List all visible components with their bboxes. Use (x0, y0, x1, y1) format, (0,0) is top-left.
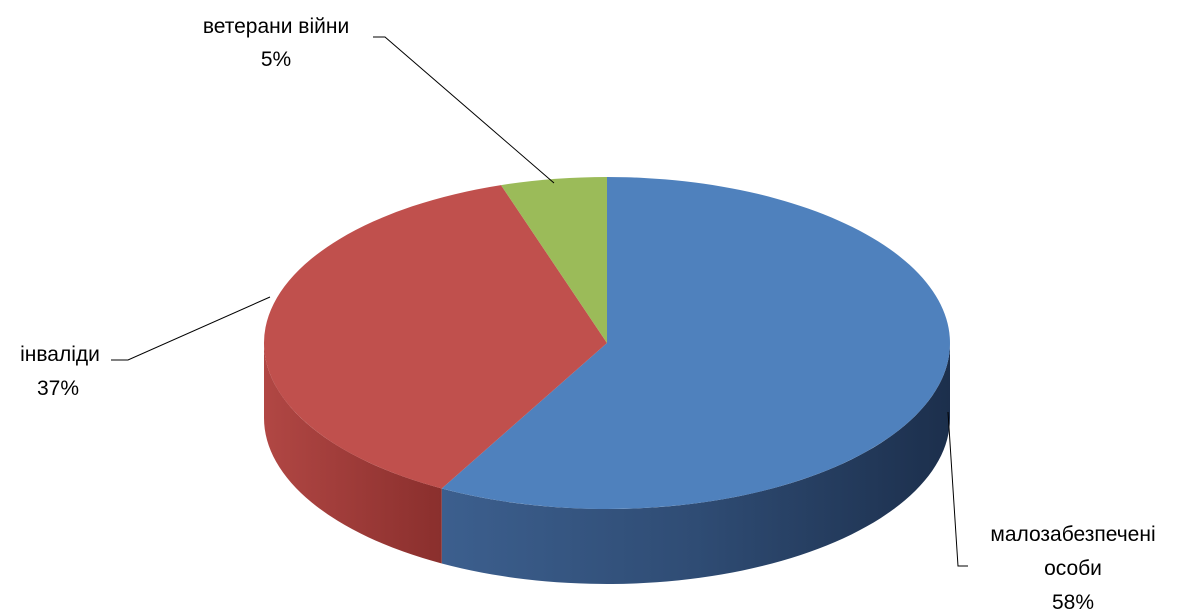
leader-line-veterans (373, 36, 555, 184)
slice-label-disabled: інваліди (20, 343, 100, 366)
pie-slice-disabled (263, 185, 607, 489)
pie-side-walls (264, 343, 950, 585)
pie-top-faces (263, 177, 950, 509)
slice-label-veterans: ветерани війни (203, 15, 349, 38)
slice-value-low-income: 58% (1052, 591, 1094, 613)
pie-side-disabled (264, 343, 442, 564)
slice-label-low-income-line1: малозабезпечені (990, 523, 1155, 546)
pie-slice-veterans (501, 177, 607, 343)
slice-label-low-income-line2: особи (1044, 557, 1102, 580)
slice-value-disabled: 37% (37, 377, 79, 400)
leader-line-low-income (947, 411, 968, 567)
pie-side-low-income (441, 343, 950, 585)
pie-slice-low-income (441, 177, 950, 509)
slice-value-veterans: 5% (261, 48, 291, 71)
leader-line-disabled (111, 296, 271, 361)
